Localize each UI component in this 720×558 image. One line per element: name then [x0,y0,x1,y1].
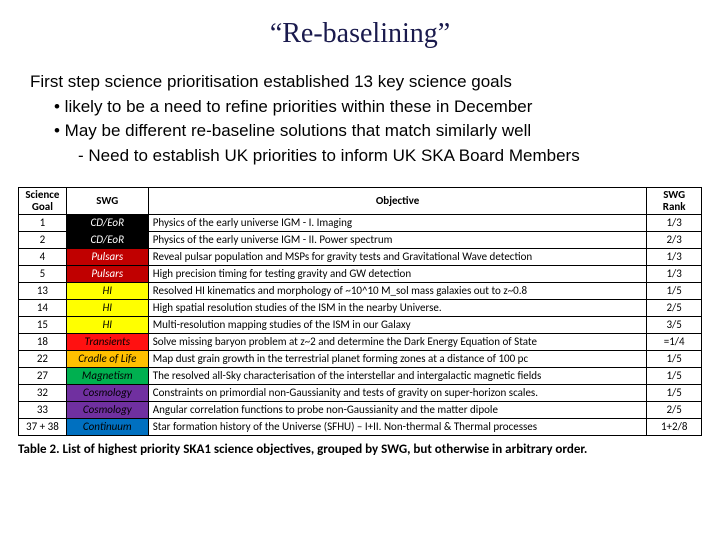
cell-objective: Reveal pulsar population and MSPs for gr… [148,248,647,265]
table-row: 15HIMulti-resolution mapping studies of … [19,316,702,333]
table-row: 2CD/EoRPhysics of the early universe IGM… [19,231,702,248]
cell-objective: Map dust grain growth in the terrestrial… [148,350,647,367]
table-row: 37 + 38ContinuumStar formation history o… [19,418,702,435]
cell-objective: Constraints on primordial non-Gaussianit… [148,384,647,401]
cell-goal: 4 [19,248,67,265]
table-row: 13HIResolved HI kinematics and morpholog… [19,282,702,299]
cell-swg: Pulsars [66,265,148,282]
intro-line: First step science prioritisation establ… [30,70,690,95]
cell-goal: 27 [19,367,67,384]
science-table: Science Goal SWG Objective SWG Rank 1CD/… [18,187,702,436]
table-row: 33CosmologyAngular correlation functions… [19,401,702,418]
cell-goal: 13 [19,282,67,299]
table-row: 5PulsarsHigh precision timing for testin… [19,265,702,282]
table-row: 22Cradle of LifeMap dust grain growth in… [19,350,702,367]
table-caption: Table 2. List of highest priority SKA1 s… [18,442,702,457]
header-goal: Science Goal [19,187,67,214]
intro-sub-bullet: - Need to establish UK priorities to inf… [78,144,690,169]
table-row: 14HIHigh spatial resolution studies of t… [19,299,702,316]
table-row: 18TransientsSolve missing baryon problem… [19,333,702,350]
cell-rank: 1/5 [647,282,702,299]
cell-goal: 37 + 38 [19,418,67,435]
cell-objective: Resolved HI kinematics and morphology of… [148,282,647,299]
cell-objective: Solve missing baryon problem at z~2 and … [148,333,647,350]
table-row: 1CD/EoRPhysics of the early universe IGM… [19,214,702,231]
cell-swg: Cosmology [66,401,148,418]
cell-rank: 1/3 [647,265,702,282]
cell-rank: 1/5 [647,384,702,401]
cell-goal: 15 [19,316,67,333]
cell-swg: Cosmology [66,384,148,401]
cell-goal: 1 [19,214,67,231]
cell-objective: Physics of the early universe IGM - II. … [148,231,647,248]
cell-rank: 1/3 [647,214,702,231]
cell-goal: 32 [19,384,67,401]
caption-text: Table 2. List of highest priority SKA1 s… [18,442,587,457]
cell-goal: 22 [19,350,67,367]
cell-objective: Star formation history of the Universe (… [148,418,647,435]
cell-rank: 1/3 [647,248,702,265]
cell-swg: HI [66,282,148,299]
intro-bullet: • May be different re-baseline solutions… [54,119,690,144]
table-row: 32CosmologyConstraints on primordial non… [19,384,702,401]
cell-swg: CD/EoR [66,231,148,248]
cell-goal: 2 [19,231,67,248]
cell-goal: 14 [19,299,67,316]
cell-objective: Physics of the early universe IGM - I. I… [148,214,647,231]
cell-objective: High spatial resolution studies of the I… [148,299,647,316]
cell-goal: 18 [19,333,67,350]
cell-swg: Transients [66,333,148,350]
table-row: 4PulsarsReveal pulsar population and MSP… [19,248,702,265]
header-rank: SWG Rank [647,187,702,214]
table-row: 27MagnetismThe resolved all-Sky characte… [19,367,702,384]
cell-swg: Magnetism [66,367,148,384]
table-header-row: Science Goal SWG Objective SWG Rank [19,187,702,214]
cell-goal: 5 [19,265,67,282]
cell-rank: 1/5 [647,350,702,367]
cell-rank: 1+2/8 [647,418,702,435]
cell-swg: HI [66,316,148,333]
cell-goal: 33 [19,401,67,418]
cell-swg: Pulsars [66,248,148,265]
cell-rank: =1/4 [647,333,702,350]
cell-rank: 2/5 [647,299,702,316]
cell-swg: Cradle of Life [66,350,148,367]
cell-rank: 2/5 [647,401,702,418]
science-table-wrap: Science Goal SWG Objective SWG Rank 1CD/… [18,187,702,436]
intro-bullet: • likely to be a need to refine prioriti… [54,95,690,120]
header-objective: Objective [148,187,647,214]
cell-swg: CD/EoR [66,214,148,231]
cell-rank: 1/5 [647,367,702,384]
cell-rank: 3/5 [647,316,702,333]
cell-swg: HI [66,299,148,316]
cell-objective: The resolved all-Sky characterisation of… [148,367,647,384]
cell-objective: High precision timing for testing gravit… [148,265,647,282]
cell-rank: 2/3 [647,231,702,248]
cell-swg: Continuum [66,418,148,435]
header-swg: SWG [66,187,148,214]
intro-text: First step science prioritisation establ… [30,70,690,169]
cell-objective: Angular correlation functions to probe n… [148,401,647,418]
page-title: “Re-baselining” [0,18,720,50]
cell-objective: Multi-resolution mapping studies of the … [148,316,647,333]
